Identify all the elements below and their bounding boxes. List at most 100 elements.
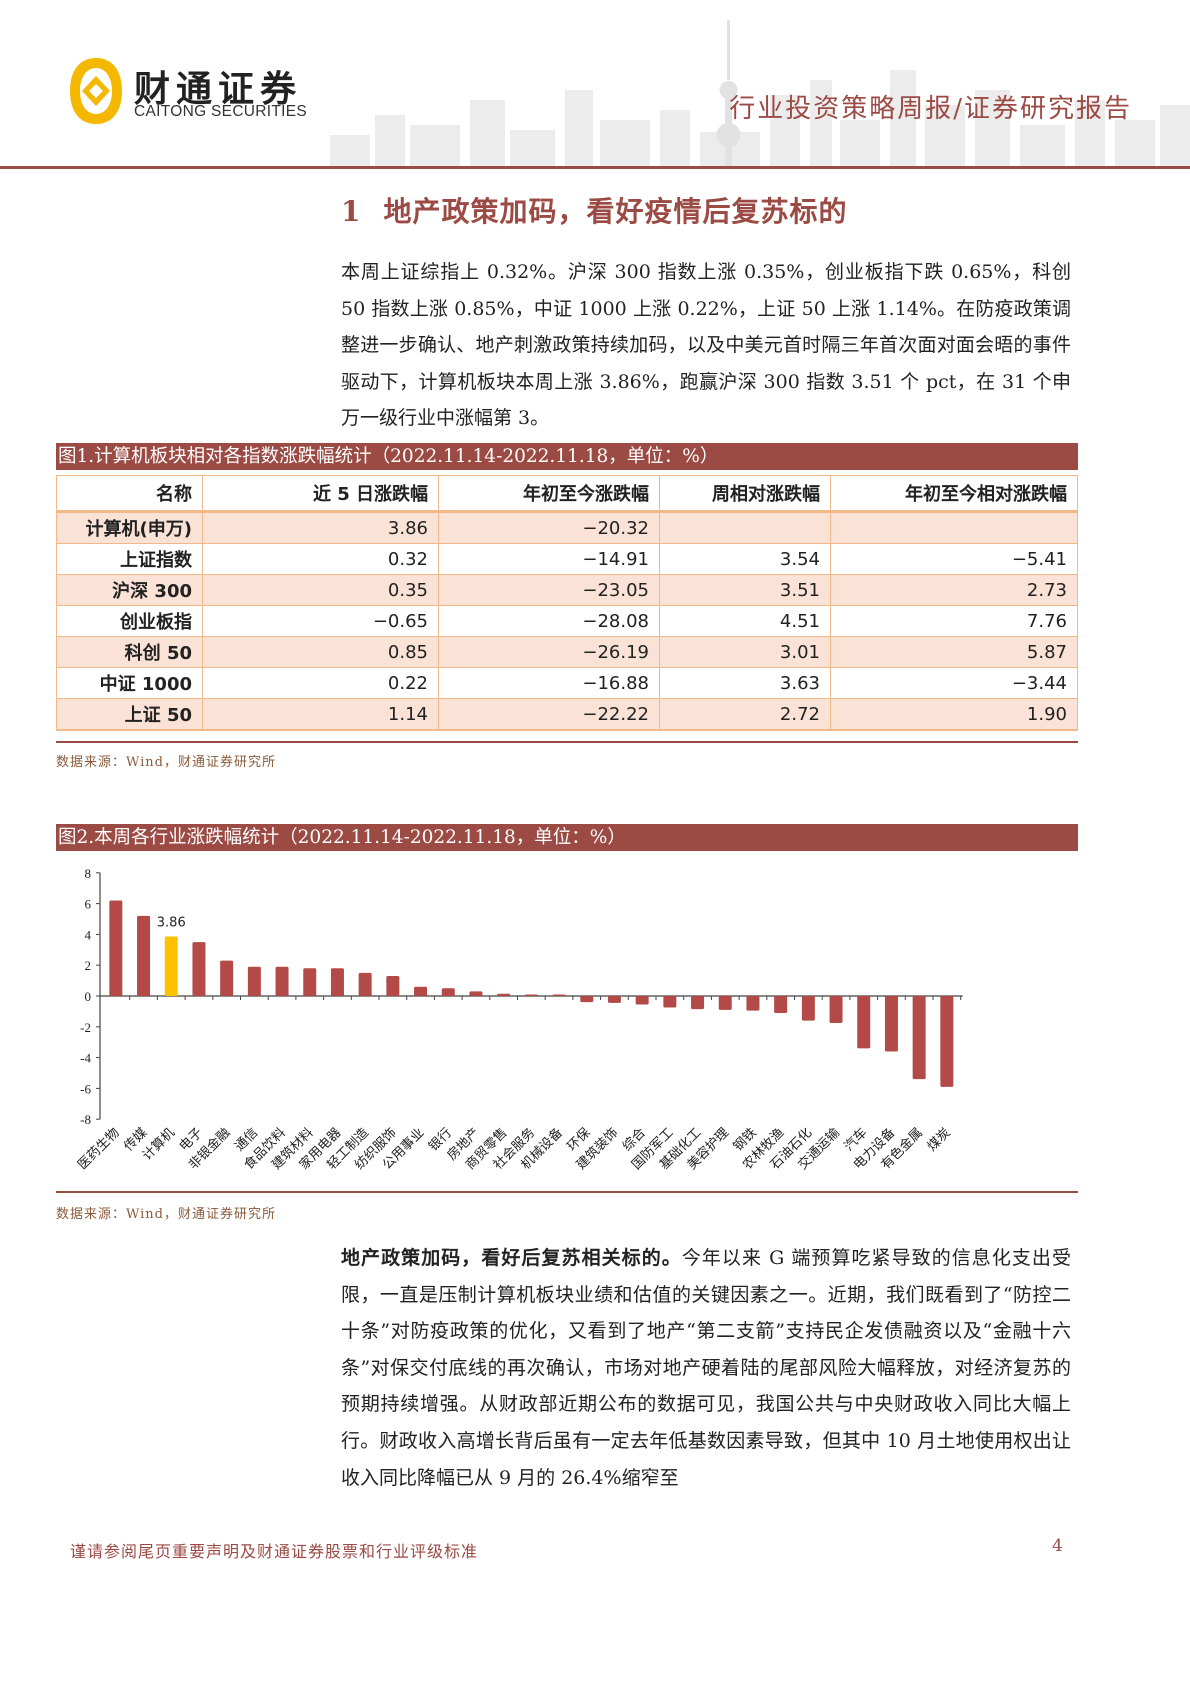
bar	[303, 968, 317, 996]
bar	[275, 966, 289, 996]
cell-ytd-relative: −3.44	[830, 667, 1078, 699]
bar	[330, 968, 344, 996]
logo-english-name: CAITONG SECURITIES	[134, 103, 308, 120]
bar	[857, 996, 871, 1049]
table-row: 科创 50 0.85 −26.19 3.01 5.87	[56, 636, 1078, 668]
bar	[691, 996, 705, 1010]
cell-5d-change: 0.35	[202, 574, 439, 606]
cell-ytd-change: −20.32	[438, 511, 660, 544]
cell-ytd-relative	[830, 511, 1078, 544]
bar	[524, 994, 538, 996]
cell-week-relative: 3.01	[659, 636, 831, 668]
bar	[829, 996, 843, 1023]
bar	[358, 972, 372, 996]
figure1-bottom-rule	[56, 741, 1078, 743]
table-row: 创业板指 −0.65 −28.08 4.51 7.76	[56, 605, 1078, 637]
cell-week-relative: 4.51	[659, 605, 831, 637]
figure2-title: 图2.本周各行业涨跌幅统计（2022.11.14-2022.11.18，单位：%…	[56, 824, 1078, 851]
cell-5d-change: 0.85	[202, 636, 439, 668]
figure1-source: 数据来源：Wind，财通证券研究所	[56, 755, 276, 770]
figure1-title: 图1.计算机板块相对各指数涨跌幅统计（2022.11.14-2022.11.18…	[56, 443, 1078, 470]
figure2-source: 数据来源：Wind，财通证券研究所	[56, 1207, 276, 1222]
y-tick-label: 2	[85, 958, 92, 973]
highlight-value-label: 3.86	[157, 916, 186, 931]
cell-ytd-change: −16.88	[438, 667, 660, 699]
cell-week-relative	[659, 511, 831, 544]
table-row: 上证 50 1.14 −22.22 2.72 1.90	[56, 698, 1078, 731]
cell-name: 上证指数	[56, 543, 203, 575]
bar	[220, 960, 234, 996]
table-header-row: 名称 近 5 日涨跌幅 年初至今涨跌幅 周相对涨跌幅 年初至今相对涨跌幅	[56, 475, 1078, 513]
figure2-bottom-rule	[56, 1191, 1078, 1193]
y-tick-label: 8	[85, 866, 92, 881]
cell-week-relative: 2.72	[659, 698, 831, 731]
paragraph-body: 今年以来 G 端预算吃紧导致的信息化支出受限，一直是压制计算机板块业绩和估值的关…	[341, 1247, 1071, 1489]
cell-ytd-change: −28.08	[438, 605, 660, 637]
industry-bar-chart: 86420-2-4-6-8医药生物传媒计算机电子非银金融通信食品饮料建筑材料家用…	[75, 866, 963, 1173]
bar	[164, 936, 178, 996]
caitong-logo-icon	[70, 58, 122, 124]
y-tick-label: -6	[80, 1081, 91, 1096]
cell-ytd-relative: 2.73	[830, 574, 1078, 606]
city-skyline-background	[330, 20, 1190, 168]
bar	[774, 996, 788, 1013]
cell-ytd-relative: 7.76	[830, 605, 1078, 637]
cell-ytd-change: −14.91	[438, 543, 660, 575]
section-number: 1	[341, 195, 362, 228]
bar	[192, 942, 206, 996]
cell-name: 沪深 300	[56, 574, 203, 606]
bar	[912, 996, 926, 1080]
cell-ytd-relative: 5.87	[830, 636, 1078, 668]
bar	[469, 991, 483, 996]
logo-chinese-name: 财通证券	[134, 69, 303, 110]
cell-5d-change: 0.22	[202, 667, 439, 699]
cell-ytd-change: −22.22	[438, 698, 660, 731]
bar	[801, 996, 815, 1021]
cell-ytd-relative: −5.41	[830, 543, 1078, 575]
column-header: 近 5 日涨跌幅	[202, 475, 439, 513]
x-category-label: 煤炭	[925, 1125, 954, 1154]
table-row: 沪深 300 0.35 −23.05 3.51 2.73	[56, 574, 1078, 606]
bar	[109, 900, 123, 996]
y-tick-label: 4	[85, 927, 92, 942]
bar	[884, 996, 898, 1052]
page-number: 4	[1052, 1536, 1063, 1556]
section-heading: 1 地产政策加码，看好疫情后复苏标的	[341, 190, 848, 230]
bar	[746, 996, 760, 1011]
column-header: 周相对涨跌幅	[659, 475, 831, 513]
bar	[552, 994, 566, 996]
table-row: 计算机(申万) 3.86 −20.32	[56, 511, 1078, 544]
column-header: 年初至今相对涨跌幅	[830, 475, 1078, 513]
y-tick-label: -2	[80, 1020, 91, 1035]
cell-name: 上证 50	[56, 698, 203, 731]
cell-name: 计算机(申万)	[56, 511, 203, 544]
cell-week-relative: 3.54	[659, 543, 831, 575]
cell-name: 中证 1000	[56, 667, 203, 699]
analysis-paragraph: 地产政策加码，看好后复苏相关标的。今年以来 G 端预算吃紧导致的信息化支出受限，…	[341, 1240, 1071, 1496]
bar	[497, 993, 511, 996]
bar	[137, 915, 151, 996]
table-row: 中证 1000 0.22 −16.88 3.63 −3.44	[56, 667, 1078, 699]
bar	[580, 996, 594, 1003]
cell-5d-change: −0.65	[202, 605, 439, 637]
index-performance-table: 名称 近 5 日涨跌幅 年初至今涨跌幅 周相对涨跌幅 年初至今相对涨跌幅 计算机…	[56, 475, 1078, 731]
paragraph-lead: 地产政策加码，看好后复苏相关标的。	[341, 1247, 682, 1269]
header-divider	[0, 166, 1190, 169]
page-header: 财通证券 CAITONG SECURITIES 行业投资策略周报/证券研究报告	[0, 0, 1190, 170]
y-tick-label: -8	[80, 1112, 91, 1127]
bar	[247, 966, 261, 996]
bar	[635, 996, 649, 1005]
cell-5d-change: 1.14	[202, 698, 439, 731]
table-row: 上证指数 0.32 −14.91 3.54 −5.41	[56, 543, 1078, 575]
column-header: 名称	[56, 475, 203, 513]
cell-week-relative: 3.63	[659, 667, 831, 699]
bar	[607, 996, 621, 1003]
y-tick-label: 0	[85, 989, 92, 1004]
cell-5d-change: 3.86	[202, 511, 439, 544]
cell-5d-change: 0.32	[202, 543, 439, 575]
x-category-label: 计算机	[140, 1125, 178, 1163]
cell-name: 科创 50	[56, 636, 203, 668]
section-title-text: 地产政策加码，看好疫情后复苏标的	[383, 195, 848, 228]
bar	[940, 996, 954, 1087]
intro-paragraph: 本周上证综指上 0.32%。沪深 300 指数上涨 0.35%，创业板指下跌 0…	[341, 261, 1071, 430]
